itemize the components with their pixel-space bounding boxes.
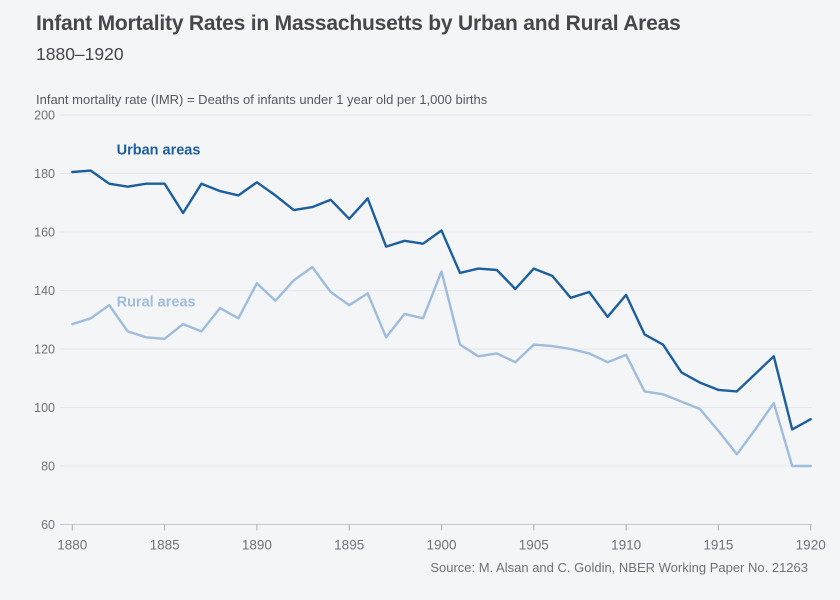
source-line: Source: M. Alsan and C. Goldin, NBER Wor…	[430, 560, 808, 575]
chart-note: Infant mortality rate (IMR) = Deaths of …	[36, 92, 488, 107]
urban-areas-line	[71, 169, 812, 431]
x-tick-label: 1920	[796, 538, 826, 553]
y-tick-label: 60	[41, 518, 55, 532]
urban-areas-label: Urban areas	[117, 142, 201, 158]
y-tick-label: 80	[41, 460, 55, 474]
x-tick-label: 1880	[57, 538, 87, 553]
rural-areas-line	[71, 265, 812, 468]
x-tick-label: 1915	[703, 538, 733, 553]
x-tick-label: 1895	[334, 538, 364, 553]
x-tick-label: 1905	[519, 538, 549, 553]
y-tick-label: 140	[34, 284, 55, 298]
y-tick-label: 180	[34, 167, 55, 181]
y-tick-label: 160	[34, 226, 55, 240]
y-tick-label: 200	[34, 109, 55, 123]
chart-subtitle: 1880–1920	[36, 44, 124, 64]
x-tick-label: 1910	[611, 538, 641, 553]
y-tick-label: 120	[34, 343, 55, 357]
rural-areas-label: Rural areas	[117, 295, 196, 311]
y-tick-label: 100	[34, 401, 55, 415]
x-tick-label: 1900	[426, 538, 456, 553]
x-tick-label: 1890	[242, 538, 272, 553]
chart-title: Infant Mortality Rates in Massachusetts …	[36, 12, 681, 35]
x-tick-label: 1885	[150, 538, 180, 553]
